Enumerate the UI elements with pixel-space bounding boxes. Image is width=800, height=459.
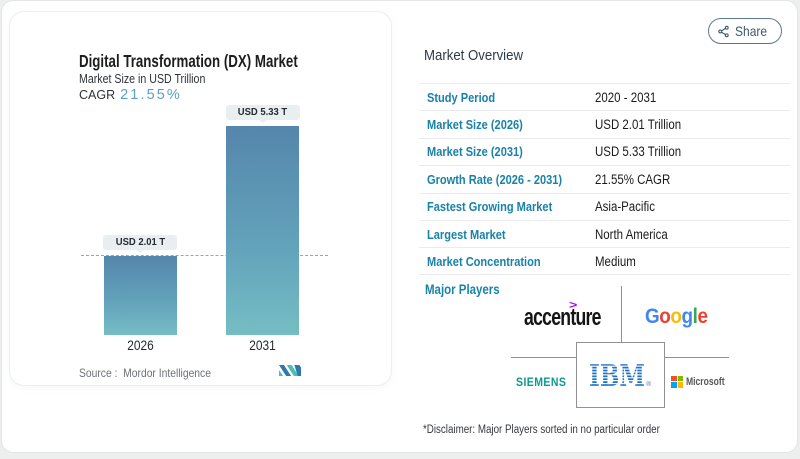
row-value: 21.55% CAGR xyxy=(595,171,671,187)
row-value-cell: 2020 - 2031 xyxy=(595,90,667,105)
row-value-cell: Medium xyxy=(595,254,643,269)
table-row: Market Concentration Medium xyxy=(419,247,790,275)
siemens-logo: SIEMENS xyxy=(515,375,567,390)
row-label: Market Size (2031) xyxy=(426,144,523,160)
players-vertical-divider xyxy=(620,286,622,343)
row-value-cell: Asia-Pacific xyxy=(595,199,666,214)
players-disclaimer: *Disclaimer: Major Players sorted in no … xyxy=(422,423,660,436)
accenture-caret-icon: > xyxy=(569,298,578,311)
ibm-logo-box: IBM ® xyxy=(576,342,666,409)
players-horizontal-divider-right xyxy=(664,356,729,358)
row-label: Market Size (2026) xyxy=(426,117,523,133)
row-label-cell: Market Size (2026) xyxy=(419,117,595,132)
table-row: Market Size (2031) USD 5.33 Trillion xyxy=(419,137,790,165)
source-label: Source : xyxy=(79,366,118,381)
row-value: USD 2.01 Trillion xyxy=(595,117,682,133)
row-value: Medium xyxy=(595,253,636,269)
row-value: 2020 - 2031 xyxy=(595,89,657,105)
mordor-intelligence-logo-icon xyxy=(278,364,301,376)
microsoft-square xyxy=(677,375,684,382)
svg-text:IBM: IBM xyxy=(589,363,645,390)
chart-cagr: CAGR 21.55% xyxy=(79,87,182,103)
row-label-cell: Market Size (2031) xyxy=(419,144,595,159)
row-value-cell: USD 2.01 Trillion xyxy=(595,117,696,132)
row-label-cell: Growth Rate (2026 - 2031) xyxy=(419,172,595,187)
share-icon xyxy=(718,25,729,37)
row-value: Asia-Pacific xyxy=(595,199,655,215)
google-letter: l xyxy=(692,304,698,328)
share-button[interactable]: Share xyxy=(707,18,782,44)
overview-table: Study Period 2020 - 2031 Market Size (202… xyxy=(419,83,790,275)
row-label: Study Period xyxy=(426,89,495,105)
cagr-value: 21.55% xyxy=(120,87,182,104)
accenture-logo: > accenture xyxy=(524,295,604,331)
row-label: Fastest Growing Market xyxy=(426,199,552,215)
table-row: Fastest Growing Market Asia-Pacific xyxy=(419,192,790,220)
row-label: Market Concentration xyxy=(426,253,541,269)
reference-dashed-line xyxy=(81,255,328,257)
bar-2026 xyxy=(104,256,177,335)
row-label-cell: Fastest Growing Market xyxy=(419,199,595,214)
row-label-cell: Market Concentration xyxy=(419,254,595,269)
report-card: Digital Transformation (DX) Market Marke… xyxy=(2,1,797,452)
row-label: Growth Rate (2026 - 2031) xyxy=(426,171,562,187)
bar-value-label-text: USD 5.33 T xyxy=(237,106,288,118)
row-value: North America xyxy=(595,226,668,242)
google-logo: Google xyxy=(645,304,708,329)
google-letter: G xyxy=(645,304,660,328)
chart-panel: Digital Transformation (DX) Market Marke… xyxy=(10,12,391,385)
row-label: Largest Market xyxy=(426,226,506,242)
source-value: Mordor Intelligence xyxy=(123,366,211,381)
accenture-wordmark: accenture xyxy=(524,303,601,331)
row-value-cell: USD 5.33 Trillion xyxy=(595,144,696,159)
x-tick-2026: 2026 xyxy=(127,338,154,354)
bar-value-label-text: USD 2.01 T xyxy=(115,236,165,249)
players-horizontal-divider-left xyxy=(511,356,577,358)
microsoft-logo: Microsoft xyxy=(671,375,736,388)
row-value-cell: North America xyxy=(595,227,681,242)
row-label-cell: Study Period xyxy=(419,90,595,105)
table-row: Study Period 2020 - 2031 xyxy=(419,83,790,110)
bar-value-label-2031: USD 5.33 T xyxy=(225,105,300,123)
chart-subtitle: Market Size in USD Trillion xyxy=(79,72,206,87)
google-letter: o xyxy=(659,304,671,328)
google-letter: e xyxy=(697,304,708,328)
google-letter: o xyxy=(670,304,682,328)
microsoft-square xyxy=(677,382,684,388)
table-row: Market Size (2026) USD 2.01 Trillion xyxy=(419,110,790,137)
row-value-cell: 21.55% CAGR xyxy=(595,172,684,187)
row-label-cell: Largest Market xyxy=(419,227,595,242)
microsoft-wordmark: Microsoft xyxy=(686,375,726,388)
share-label: Share xyxy=(734,23,767,39)
ibm-registered-mark: ® xyxy=(646,381,651,389)
table-row: Largest Market North America xyxy=(419,219,790,247)
bar-value-label-2026: USD 2.01 T xyxy=(103,235,177,254)
x-tick-2031: 2031 xyxy=(249,338,276,354)
google-letter: g xyxy=(681,304,694,328)
overview-heading: Market Overview xyxy=(424,48,524,65)
microsoft-square xyxy=(671,382,677,388)
bar-chart: USD 2.01 T USD 5.33 T 2026 2031 xyxy=(10,12,391,385)
microsoft-square xyxy=(671,375,677,382)
ibm-logo: IBM xyxy=(589,363,648,390)
table-row: Growth Rate (2026 - 2031) 21.55% CAGR xyxy=(419,165,790,192)
cagr-label: CAGR xyxy=(79,88,116,103)
bar-2031 xyxy=(226,126,299,335)
row-value: USD 5.33 Trillion xyxy=(595,144,682,160)
major-players-label: Major Players xyxy=(424,281,500,297)
chart-title: Digital Transformation (DX) Market xyxy=(78,50,298,71)
source-attribution: Source : Mordor Intelligence xyxy=(79,366,211,380)
microsoft-window-icon xyxy=(671,375,684,388)
